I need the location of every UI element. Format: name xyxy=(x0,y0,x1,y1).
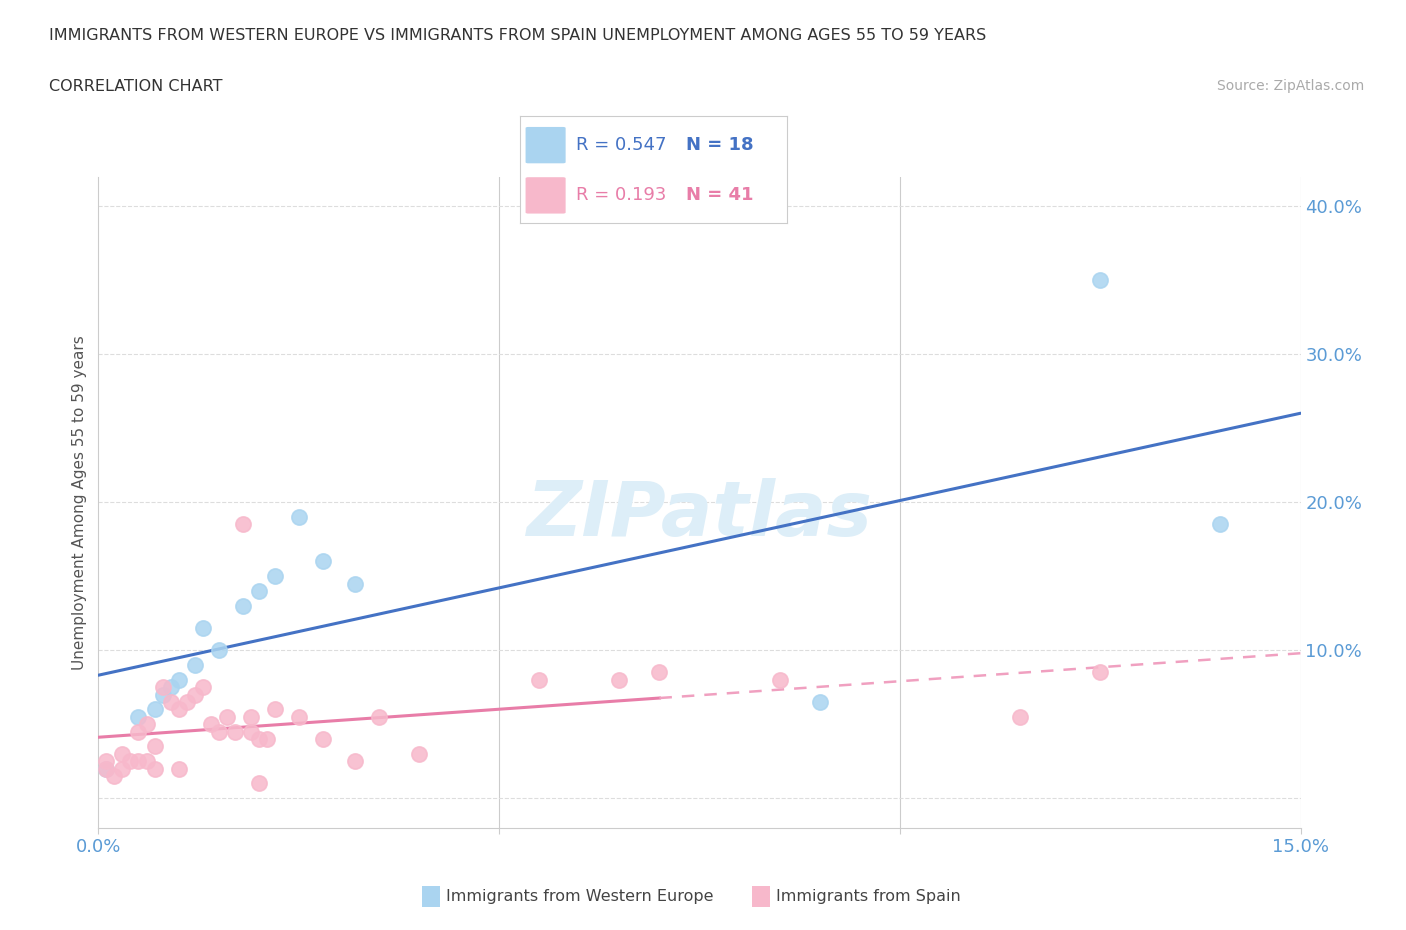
Point xyxy=(368,710,391,724)
Point xyxy=(247,583,270,598)
Point xyxy=(208,724,231,739)
Point xyxy=(609,672,631,687)
Point xyxy=(288,510,311,525)
Point xyxy=(135,717,157,732)
Point xyxy=(343,753,366,768)
Point xyxy=(176,695,198,710)
Text: ZIPatlas: ZIPatlas xyxy=(526,478,873,552)
Point xyxy=(200,717,222,732)
Point xyxy=(103,768,125,783)
Point xyxy=(215,710,238,724)
Point xyxy=(96,761,118,776)
Point xyxy=(256,732,278,747)
Point xyxy=(247,776,270,790)
Point xyxy=(288,710,311,724)
Point xyxy=(1209,517,1232,532)
Point xyxy=(96,761,118,776)
Point xyxy=(120,753,142,768)
FancyBboxPatch shape xyxy=(526,127,565,164)
Point xyxy=(143,702,166,717)
Point xyxy=(408,746,430,761)
Point xyxy=(343,576,366,591)
Point xyxy=(239,710,262,724)
Point xyxy=(239,724,262,739)
Point xyxy=(135,753,157,768)
Point xyxy=(152,687,174,702)
Point xyxy=(232,517,254,532)
Point xyxy=(143,761,166,776)
Text: R = 0.193: R = 0.193 xyxy=(576,186,666,205)
Point xyxy=(312,554,335,569)
Point xyxy=(191,680,214,695)
Point xyxy=(183,658,205,672)
Point xyxy=(808,695,831,710)
Point xyxy=(167,672,190,687)
Point xyxy=(768,672,790,687)
Text: Immigrants from Western Europe: Immigrants from Western Europe xyxy=(446,889,713,904)
Point xyxy=(183,687,205,702)
Text: R = 0.547: R = 0.547 xyxy=(576,136,666,154)
Point xyxy=(529,672,551,687)
Point xyxy=(159,680,181,695)
Point xyxy=(208,643,231,658)
Point xyxy=(263,702,285,717)
Text: CORRELATION CHART: CORRELATION CHART xyxy=(49,79,222,94)
Point xyxy=(96,753,118,768)
Point xyxy=(143,738,166,753)
Point xyxy=(128,724,150,739)
Point xyxy=(263,569,285,584)
Point xyxy=(191,620,214,635)
FancyBboxPatch shape xyxy=(526,178,565,214)
Point xyxy=(167,761,190,776)
Text: Source: ZipAtlas.com: Source: ZipAtlas.com xyxy=(1216,79,1364,93)
Text: N = 18: N = 18 xyxy=(686,136,754,154)
Point xyxy=(152,680,174,695)
Point xyxy=(128,710,150,724)
Point xyxy=(159,695,181,710)
Point xyxy=(128,753,150,768)
Point xyxy=(232,598,254,613)
Point xyxy=(247,732,270,747)
Point xyxy=(1088,272,1111,287)
Point xyxy=(224,724,246,739)
Point xyxy=(111,761,134,776)
Text: IMMIGRANTS FROM WESTERN EUROPE VS IMMIGRANTS FROM SPAIN UNEMPLOYMENT AMONG AGES : IMMIGRANTS FROM WESTERN EUROPE VS IMMIGR… xyxy=(49,28,987,43)
Y-axis label: Unemployment Among Ages 55 to 59 years: Unemployment Among Ages 55 to 59 years xyxy=(72,335,87,670)
Point xyxy=(1088,665,1111,680)
Point xyxy=(167,702,190,717)
Point xyxy=(111,746,134,761)
Point xyxy=(648,665,671,680)
Point xyxy=(1010,710,1032,724)
Text: N = 41: N = 41 xyxy=(686,186,754,205)
Text: Immigrants from Spain: Immigrants from Spain xyxy=(776,889,960,904)
Point xyxy=(312,732,335,747)
